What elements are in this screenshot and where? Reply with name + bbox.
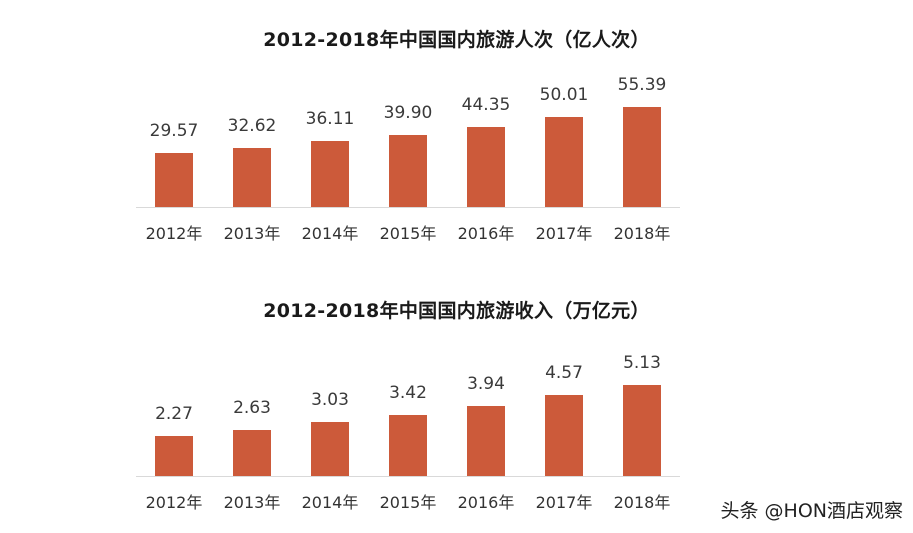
bar [623, 107, 661, 207]
data-label: 2.63 [233, 397, 271, 418]
chart-1-title: 2012-2018年中国国内旅游人次（亿人次） [263, 29, 650, 51]
bar [467, 126, 505, 207]
x-tick-label: 2015年 [379, 493, 437, 512]
x-tick-label: 2012年 [145, 493, 203, 512]
data-label: 3.03 [311, 390, 349, 411]
data-label: 3.94 [467, 374, 505, 395]
data-label: 39.90 [383, 102, 433, 123]
bar [467, 406, 505, 476]
bar [155, 436, 193, 476]
data-label: 36.11 [305, 109, 355, 130]
x-tick-label: 2016年 [457, 493, 515, 512]
bar [233, 147, 271, 207]
x-tick-label: 2013年 [223, 224, 281, 243]
bar [389, 134, 427, 207]
bar [389, 415, 427, 476]
bar [545, 116, 583, 207]
x-tick-label: 2018年 [613, 224, 671, 243]
bar [233, 429, 271, 476]
x-tick-label: 2017年 [535, 493, 593, 512]
x-tick-label: 2018年 [613, 493, 671, 512]
x-tick-label: 2015年 [379, 224, 437, 243]
data-label: 4.57 [545, 362, 583, 383]
data-label: 50.01 [539, 84, 589, 105]
bar [311, 141, 349, 207]
x-tick-label: 2013年 [223, 493, 281, 512]
x-tick-label: 2017年 [535, 224, 593, 243]
x-tick-label: 2014年 [301, 493, 359, 512]
watermark: 头条 @HON酒店观察 [720, 500, 904, 522]
x-axis-line [136, 207, 680, 208]
bar [623, 385, 661, 476]
data-label: 55.39 [617, 75, 667, 95]
data-label: 3.42 [389, 383, 427, 404]
x-tick-label: 2014年 [301, 224, 359, 243]
x-tick-label: 2016年 [457, 224, 515, 243]
bar [311, 422, 349, 476]
data-label: 44.35 [461, 94, 511, 115]
chart-2-title: 2012-2018年中国国内旅游收入（万亿元） [263, 300, 650, 322]
data-label: 2.27 [155, 404, 193, 424]
data-label: 29.57 [149, 121, 199, 141]
data-label: 5.13 [623, 353, 661, 373]
x-axis-line [136, 476, 680, 477]
bar [155, 153, 193, 207]
x-tick-label: 2012年 [145, 224, 203, 243]
bar [545, 394, 583, 476]
data-label: 32.62 [227, 115, 277, 136]
